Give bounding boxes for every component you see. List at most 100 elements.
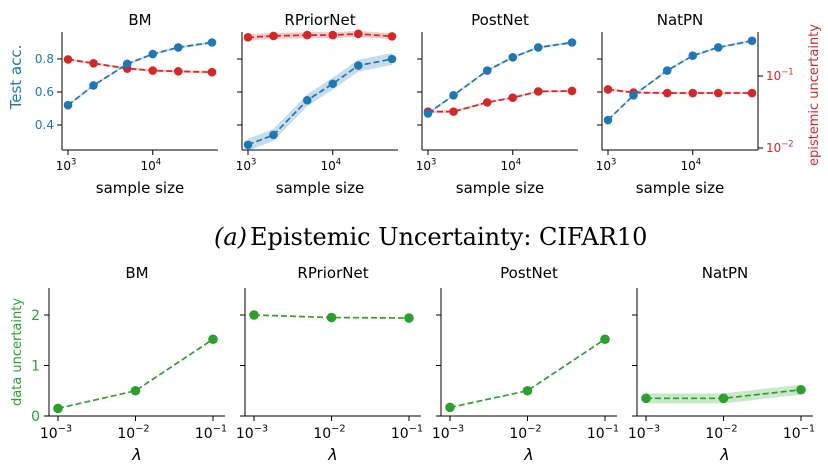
top-panel-3-test-acc-point — [482, 66, 492, 75]
bottom-panel-3-xtick-label: 10−3 — [432, 424, 464, 442]
bottom-panel-2-title: RPriorNet — [297, 264, 368, 282]
top-panel-3-epistemic-uncertainty-band — [428, 89, 572, 113]
top-panel-3-test-acc-band — [428, 41, 572, 115]
top-panel-3-test-acc-point — [423, 109, 433, 118]
top-panel-2-epistemic-uncertainty-point — [269, 31, 278, 41]
bottom-panel-4-xtick-label: 10−3 — [628, 424, 660, 442]
bottom-panel-3-xtick-label: 10−1 — [587, 424, 619, 442]
bottom-panel-1-xtick-label: 10−3 — [40, 424, 72, 442]
top-panel-2-epistemic-uncertainty-point — [387, 32, 397, 41]
bottom-panel-1-xtick-label: 10−2 — [117, 424, 149, 442]
bottom-panel-2-data-uncertainty-point — [326, 312, 337, 323]
top-panel-2-title: RPriorNet — [284, 11, 355, 29]
top-panel-4-test-acc-point — [662, 66, 672, 75]
top-panel-1-test-acc-point — [89, 81, 98, 90]
bottom-panel-1-data-uncertainty-point — [53, 403, 63, 414]
bottom-panel-1-data-uncertainty-point — [208, 334, 218, 345]
bottom-panel-2-xlabel: λ — [327, 445, 337, 464]
top-panel-1-test-acc-band — [68, 41, 212, 107]
bottom-panel-3-data-uncertainty-point — [445, 402, 455, 413]
top-panel-2-test-acc-point — [353, 61, 363, 70]
top-panel-1-title: BM — [128, 11, 151, 29]
top-panel-3-test-acc-point — [449, 91, 458, 100]
top-panel-3-test-acc-point — [508, 53, 518, 62]
caption-prefix: (a) — [214, 223, 247, 251]
top-panel-4-title: NatPN — [657, 11, 704, 29]
top-panel-4-test-acc-point — [603, 115, 613, 125]
top-panel-3-xlabel: sample size — [456, 179, 544, 197]
top-panel-1-test-acc-point — [207, 38, 217, 47]
top-panel-3-epistemic-uncertainty-point — [533, 87, 543, 96]
top-panel-2-test-acc-point — [243, 140, 253, 150]
top-panel-1-test-acc-point — [148, 49, 158, 59]
top-panel-1-xlabel: sample size — [96, 179, 184, 197]
top-panel-4-epistemic-uncertainty-point — [713, 88, 723, 98]
top-panel-1-epistemic-uncertainty-line — [67, 58, 213, 74]
top-panel-2-xlabel: sample size — [276, 179, 364, 197]
bottom-panel-3-data-uncertainty-point — [600, 334, 610, 345]
top-panel-4-ytick-right-label: 10−1 — [766, 67, 794, 83]
bottom-panel-4-data-uncertainty-point — [641, 393, 651, 404]
top-panel-2-epistemic-uncertainty-point — [353, 29, 363, 39]
top-panel-2-test-acc-point — [387, 54, 397, 64]
bottom-panel-1-data-uncertainty-line — [57, 338, 214, 410]
top-panel-2-epistemic-uncertainty-point — [328, 30, 338, 40]
top-panel-4-epistemic-uncertainty-point — [662, 88, 672, 98]
bottom-panel-1-xtick-label: 10−1 — [195, 424, 227, 442]
top-panel-1-epistemic-uncertainty-band — [68, 58, 212, 74]
top-panel-3-epistemic-uncertainty-point — [508, 93, 518, 102]
top-panel-3-epistemic-uncertainty-point — [449, 107, 458, 116]
top-panel-4-ytick-right-label: 10−2 — [766, 139, 794, 155]
bottom-panel-2-xtick-label: 10−1 — [391, 424, 423, 442]
top-panel-3-xtick-label: 103 — [416, 157, 437, 173]
bottom-panel-1-data-uncertainty-point — [130, 385, 141, 396]
top-panel-2-test-acc-point — [302, 95, 312, 105]
top-left-axis-label: Test acc. — [7, 45, 25, 111]
top-panel-3-epistemic-uncertainty-point — [567, 86, 577, 96]
bottom-panel-1-xlabel: λ — [131, 445, 141, 464]
bottom-panel-3-xlabel: λ — [523, 445, 533, 464]
bottom-panel-2-data-uncertainty-point — [404, 313, 414, 323]
top-panel-1-epistemic-uncertainty-point — [89, 59, 98, 68]
bottom-panel-4-xtick-label: 10−1 — [783, 424, 815, 442]
top-panel-1-test-acc-point — [63, 100, 73, 110]
top-panel-4-epistemic-uncertainty-point — [603, 85, 613, 94]
top-panel-3-test-acc-point — [567, 38, 577, 47]
top-panel-2-xtick-label: 104 — [320, 157, 341, 173]
top-panel-3-test-acc-point — [533, 43, 543, 52]
top-panel-4-test-acc-point — [747, 36, 757, 46]
bottom-panel-3-data-uncertainty-line — [449, 338, 606, 409]
top-panel-3-test-acc-line — [427, 41, 573, 115]
bottom-panel-1-ytick-label: 2 — [31, 308, 40, 324]
top-panel-1-xtick-label: 104 — [140, 157, 161, 173]
top-panel-4-xtick-label: 104 — [680, 157, 701, 173]
top-right-axis-label: epistemic uncertainty — [807, 24, 822, 166]
top-panel-1-test-acc-line — [67, 41, 213, 106]
top-panel-4-test-acc-point — [688, 51, 698, 60]
top-panel-3-epistemic-uncertainty-point — [482, 98, 492, 107]
top-panel-4-test-acc-band — [608, 39, 752, 122]
bottom-left-axis-label: data uncertainty — [10, 298, 25, 406]
bottom-panel-4-title: NatPN — [702, 264, 749, 282]
top-panel-4-xlabel: sample size — [636, 179, 724, 197]
top-panel-1-xtick-label: 103 — [56, 157, 77, 173]
top-panel-1-epistemic-uncertainty-point — [63, 55, 73, 64]
top-panel-1-test-acc-point — [122, 59, 132, 69]
bottom-panel-1-title: BM — [125, 264, 148, 282]
top-panel-2-test-acc-band — [248, 53, 392, 151]
top-panel-2-epistemic-uncertainty-point — [243, 32, 253, 42]
top-panel-2-xtick-label: 103 — [236, 157, 257, 173]
bottom-panel-3-title: PostNet — [500, 264, 558, 282]
top-panel-2-test-acc-point — [269, 130, 278, 140]
bottom-panel-2-xtick-label: 10−2 — [313, 424, 345, 442]
bottom-panel-2-data-uncertainty-point — [249, 310, 259, 320]
top-panel-2-epistemic-uncertainty-point — [302, 30, 312, 40]
top-panel-1-epistemic-uncertainty-point — [207, 67, 217, 77]
top-panel-4-test-acc-line — [607, 40, 753, 121]
top-panel-4-epistemic-uncertainty-point — [688, 88, 698, 98]
bottom-panel-4-data-uncertainty-point — [718, 393, 729, 404]
bottom-panel-4-xtick-label: 10−2 — [705, 424, 737, 442]
top-panel-1-epistemic-uncertainty-point — [173, 67, 183, 76]
bottom-panel-3-data-uncertainty-point — [522, 385, 533, 396]
